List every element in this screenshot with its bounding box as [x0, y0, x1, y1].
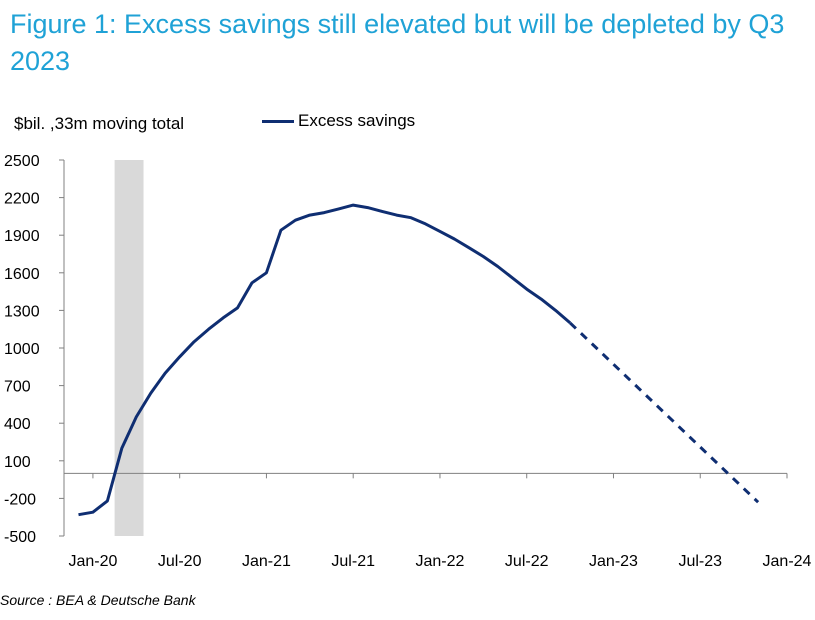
- x-tick-label: Jan-20: [68, 553, 117, 570]
- x-tick-label: Jul-23: [678, 553, 722, 570]
- y-tick-label: 1600: [4, 266, 40, 283]
- y-tick-label: 400: [4, 416, 31, 433]
- y-tick-label: -500: [4, 529, 36, 546]
- x-tick-label: Jul-21: [331, 553, 375, 570]
- legend-label: Excess savings: [298, 111, 416, 130]
- y-tick-label: 2200: [4, 191, 40, 208]
- y-tick-label: 100: [4, 454, 31, 471]
- recession-shade: [114, 160, 144, 536]
- y-tick-label: 1900: [4, 228, 40, 245]
- y-tick-label: 1000: [4, 341, 40, 358]
- series-line-projection: [569, 321, 760, 504]
- x-tick-label: Jan-23: [589, 553, 638, 570]
- series-line-excess-savings: [78, 203, 572, 517]
- y-tick-label: 2500: [4, 153, 40, 170]
- x-tick-label: Jan-22: [415, 553, 464, 570]
- x-tick-label: Jul-20: [158, 553, 202, 570]
- source-note: Source : BEA & Deutsche Bank: [0, 592, 196, 608]
- x-tick-label: Jan-21: [242, 553, 291, 570]
- x-tick-label: Jul-22: [505, 553, 549, 570]
- y-axis-unit-label: $bil. ,33m moving total: [14, 114, 185, 133]
- y-tick-label: 700: [4, 379, 31, 396]
- legend: Excess savings: [262, 110, 415, 132]
- y-tick-label: 1300: [4, 303, 40, 320]
- x-tick-label: Jan-24: [763, 553, 812, 570]
- legend-line-swatch: [262, 119, 294, 123]
- y-tick-label: -200: [4, 491, 36, 508]
- chart-title: Figure 1: Excess savings still elevated …: [10, 9, 785, 76]
